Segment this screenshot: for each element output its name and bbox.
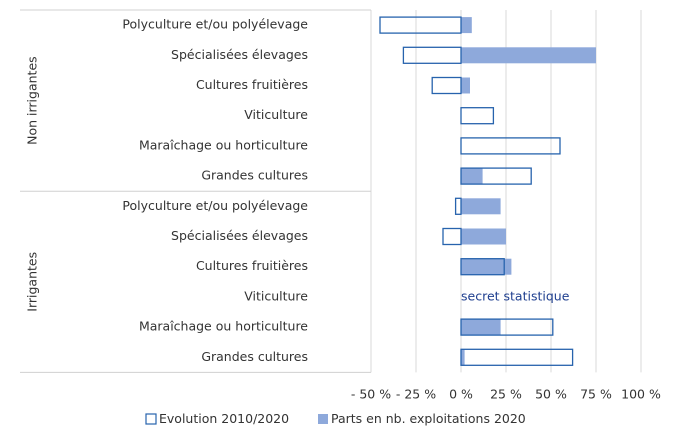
category-label: Viticulture	[244, 107, 308, 122]
bar	[379, 16, 462, 34]
group-label: Non irrigantes	[25, 56, 40, 145]
bar	[402, 46, 462, 64]
category-label: Cultures fruitières	[196, 258, 308, 273]
category-label: Cultures fruitières	[196, 77, 308, 92]
category-label: Maraîchage ou horticulture	[139, 319, 308, 334]
category-label: Spécialisées élevages	[171, 228, 308, 243]
bar	[461, 17, 472, 34]
bar	[461, 349, 465, 366]
bar	[431, 76, 462, 95]
bar	[460, 107, 495, 125]
bar	[454, 197, 462, 215]
x-tick-label: 50 %	[535, 387, 567, 402]
legend-label: Evolution 2010/2020	[159, 411, 289, 426]
legend-swatch	[318, 414, 328, 424]
x-tick-label: - 25 %	[396, 387, 436, 402]
bar	[460, 137, 561, 155]
bar	[461, 168, 483, 185]
bar	[461, 198, 501, 215]
x-tick-label: 100 %	[621, 387, 661, 402]
legend-label: Parts en nb. exploitations 2020	[331, 411, 526, 426]
category-label: Polyculture et/ou polyélevage	[122, 198, 308, 213]
legend-swatch	[145, 413, 157, 425]
bar	[460, 318, 554, 336]
category-label: Grandes cultures	[201, 168, 308, 183]
category-label: Grandes cultures	[201, 349, 308, 364]
bar	[461, 77, 470, 94]
bar	[461, 47, 596, 64]
bar	[460, 258, 505, 276]
category-label: Polyculture et/ou polyélevage	[122, 17, 308, 32]
bar	[460, 167, 532, 185]
x-tick-label: - 50 %	[351, 387, 391, 402]
category-label: Viticulture	[244, 288, 308, 303]
bar	[461, 258, 512, 275]
bar	[461, 228, 506, 245]
category-label: Maraîchage ou horticulture	[139, 137, 308, 152]
bar	[460, 348, 574, 366]
x-tick-label: 25 %	[490, 387, 522, 402]
category-label: Spécialisées élevages	[171, 47, 308, 62]
bar	[461, 319, 501, 336]
x-tick-label: 0 %	[449, 387, 473, 402]
bar	[442, 227, 462, 246]
x-tick-label: 75 %	[580, 387, 612, 402]
group-label: Irrigantes	[25, 252, 40, 312]
annotation: secret statistique	[461, 288, 570, 303]
